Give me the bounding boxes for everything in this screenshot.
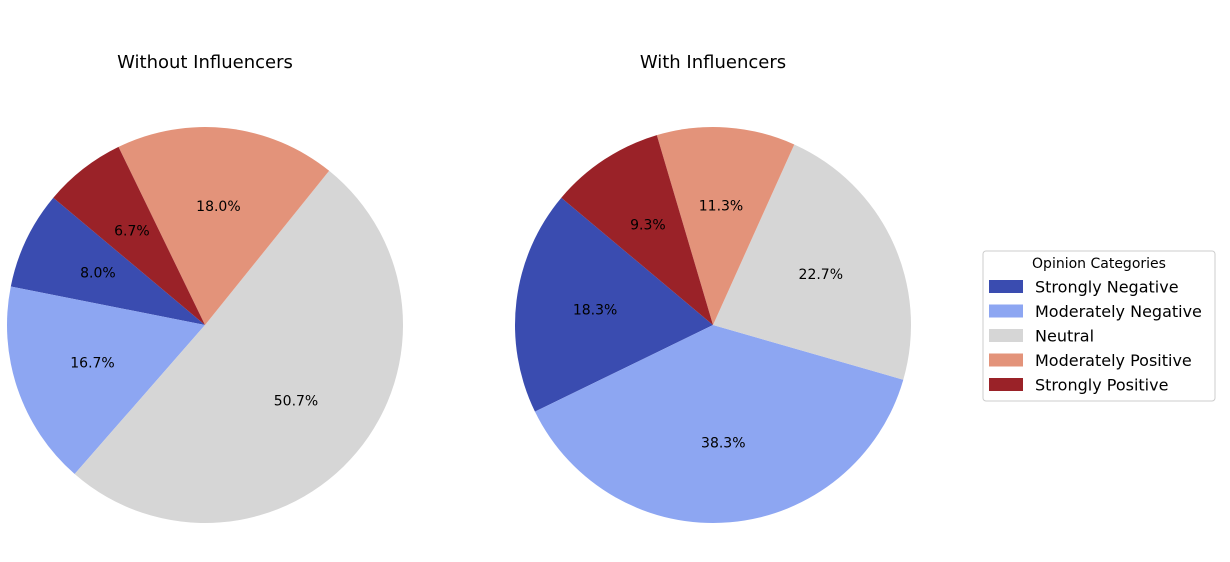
- legend-label-neutral: Neutral: [1035, 327, 1094, 346]
- legend-label-moderately-negative: Moderately Negative: [1035, 302, 1202, 321]
- slice-label-neutral: 22.7%: [799, 267, 843, 283]
- pie-slice-moderately-positive: [656, 127, 795, 325]
- pie-slice-strongly-negative: [515, 197, 713, 412]
- pie-chart-without-influencers: Without Influencers 8.0% 16.7% 50.7% 18.0% 6…: [6, 52, 404, 524]
- slice-label-strongly-negative: 8.0%: [80, 266, 116, 282]
- chart-title-with-influencers: With Influencers: [640, 52, 786, 73]
- legend: Opinion Categories Strongly Negative Mode…: [982, 250, 1216, 402]
- pie-slice-moderately-positive: [118, 126, 330, 325]
- slice-label-moderately-positive: 18.0%: [196, 199, 240, 215]
- legend-title: Opinion Categories: [1032, 256, 1166, 272]
- slice-label-strongly-positive: 6.7%: [114, 223, 150, 239]
- pie-slice-strongly-positive: [53, 146, 205, 325]
- pie-slice-moderately-negative: [534, 325, 904, 524]
- pie-slice-neutral: [74, 170, 404, 524]
- legend-label-strongly-negative: Strongly Negative: [1035, 278, 1179, 297]
- slice-label-strongly-positive: 9.3%: [630, 218, 666, 234]
- slice-label-moderately-negative: 16.7%: [70, 355, 114, 371]
- slice-label-strongly-negative: 18.3%: [573, 303, 617, 319]
- legend-swatch-moderately-positive: [989, 353, 1023, 367]
- legend-swatch-strongly-positive: [989, 378, 1023, 391]
- legend-swatch-moderately-negative: [989, 304, 1023, 318]
- pie-slice-neutral: [713, 144, 912, 380]
- slice-label-neutral: 50.7%: [274, 393, 318, 409]
- slice-label-moderately-positive: 11.3%: [699, 199, 743, 215]
- chart-title-without-influencers: Without Influencers: [117, 52, 293, 73]
- legend-swatch-neutral: [989, 329, 1023, 342]
- legend-swatch-strongly-negative: [989, 280, 1023, 293]
- pie-slice-moderately-negative: [6, 286, 206, 475]
- pie-slice-strongly-negative: [10, 197, 206, 325]
- slice-label-moderately-negative: 38.3%: [701, 435, 745, 451]
- legend-label-strongly-positive: Strongly Positive: [1035, 376, 1168, 395]
- legend-frame: [982, 250, 1216, 402]
- pie-chart-with-influencers: With Influencers 18.3% 38.3% 22.7% 11.3% 9.3…: [515, 52, 912, 524]
- pie-slice-strongly-positive: [561, 135, 713, 325]
- legend-label-moderately-positive: Moderately Positive: [1035, 351, 1192, 370]
